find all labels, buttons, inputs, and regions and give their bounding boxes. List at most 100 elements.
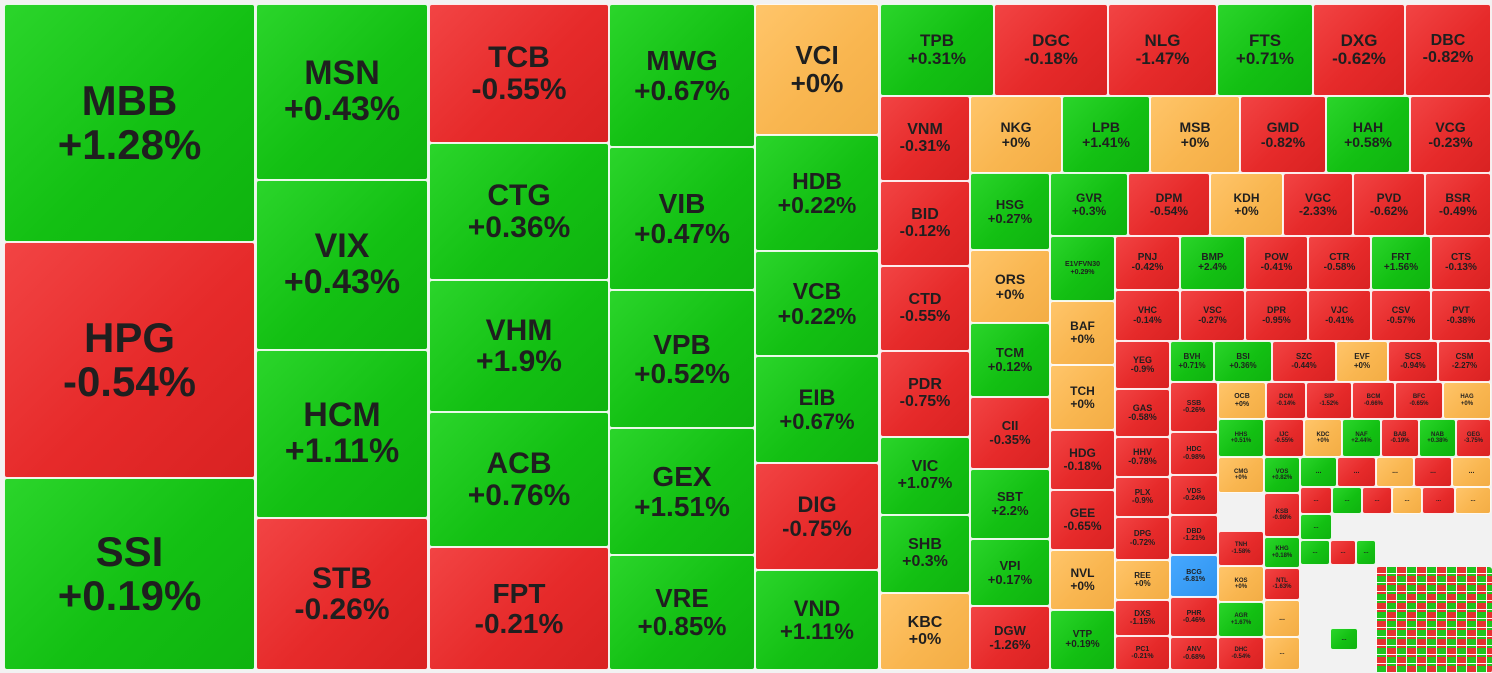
stock-tile-gvr[interactable]: GVR +0.3%	[1050, 173, 1128, 236]
stock-tile-ors[interactable]: ORS +0%	[970, 250, 1050, 323]
stock-tile-ctg[interactable]: CTG +0.36%	[429, 143, 609, 280]
stock-tile-baf[interactable]: BAF +0%	[1050, 301, 1115, 365]
stock-tile-small[interactable]: ...	[1332, 487, 1362, 514]
stock-tile-ntl[interactable]: NTL -1.63%	[1264, 568, 1300, 600]
stock-tile-small[interactable]: ...	[1414, 457, 1452, 487]
stock-tile-yeg[interactable]: YEG -0.9%	[1115, 341, 1170, 389]
stock-tile-csv[interactable]: CSV -0.57%	[1371, 290, 1431, 341]
stock-tile-hcm[interactable]: HCM +1.11%	[256, 350, 428, 518]
stock-tile-small[interactable]: ...	[1300, 540, 1330, 565]
stock-tile-bcm[interactable]: BCM -0.66%	[1352, 382, 1395, 419]
stock-tile-tpb[interactable]: TPB +0.31%	[880, 4, 994, 96]
stock-tile-nkg[interactable]: NKG +0%	[970, 96, 1062, 173]
stock-tile-dbd[interactable]: DBD -1.21%	[1170, 515, 1218, 555]
stock-tile-msn[interactable]: MSN +0.43%	[256, 4, 428, 180]
stock-tile-vib[interactable]: VIB +0.47%	[609, 147, 755, 290]
stock-tile-mbb[interactable]: MBB +1.28%	[4, 4, 255, 242]
stock-tile-naf[interactable]: NAF +2.44%	[1342, 419, 1381, 457]
stock-tile-small[interactable]: ...	[1300, 457, 1337, 487]
stock-tile-tcb[interactable]: TCB -0.55%	[429, 4, 609, 143]
stock-tile-cts[interactable]: CTS -0.13%	[1431, 236, 1491, 290]
stock-tile-pnj[interactable]: PNJ -0.42%	[1115, 236, 1180, 290]
stock-tile-tcm[interactable]: TCM +0.12%	[970, 323, 1050, 397]
stock-tile-stb[interactable]: STB -0.26%	[256, 518, 428, 670]
stock-tile-bab[interactable]: BAB -0.19%	[1381, 419, 1419, 457]
stock-tile-phr[interactable]: PHR -0.46%	[1170, 597, 1218, 637]
stock-tile-cii[interactable]: CII -0.35%	[970, 397, 1050, 469]
stock-tile-fts[interactable]: FTS +0.71%	[1217, 4, 1313, 96]
stock-tile-vsc[interactable]: VSC -0.27%	[1180, 290, 1245, 341]
stock-tile-gex[interactable]: GEX +1.51%	[609, 428, 755, 555]
stock-tile-small[interactable]: ...	[1330, 540, 1356, 565]
stock-tile-scs[interactable]: SCS -0.94%	[1388, 341, 1438, 382]
stock-tile-vcb[interactable]: VCB +0.22%	[755, 251, 879, 356]
stock-tile-vds[interactable]: VDS -0.24%	[1170, 475, 1218, 515]
stock-tile-ssi[interactable]: SSI +0.19%	[4, 478, 255, 670]
stock-tile-kdh[interactable]: KDH +0%	[1210, 173, 1283, 236]
stock-tile-hdc[interactable]: HDC -0.98%	[1170, 432, 1218, 475]
stock-tile-small[interactable]: ...	[1455, 487, 1491, 514]
stock-tile-vnd[interactable]: VND +1.11%	[755, 570, 879, 670]
stock-tile-gas[interactable]: GAS -0.58%	[1115, 389, 1170, 437]
stock-tile-vhm[interactable]: VHM +1.9%	[429, 280, 609, 412]
stock-tile-shb[interactable]: SHB +0.3%	[880, 515, 970, 593]
stock-tile-csm[interactable]: CSM -2.27%	[1438, 341, 1491, 382]
stock-tile-pc1[interactable]: PC1 -0.21%	[1115, 636, 1170, 670]
stock-tile-e1vfvn30[interactable]: E1VFVN30 +0.29%	[1050, 236, 1115, 301]
stock-tile-vix[interactable]: VIX +0.43%	[256, 180, 428, 350]
stock-tile-eib[interactable]: EIB +0.67%	[755, 356, 879, 463]
stock-tile-bsi[interactable]: BSI +0.36%	[1214, 341, 1272, 382]
stock-tile-hpg[interactable]: HPG -0.54%	[4, 242, 255, 478]
stock-tile-ssb[interactable]: SSB -0.26%	[1170, 382, 1218, 432]
stock-tile-small[interactable]: ...	[1392, 487, 1422, 514]
stock-tile-nvl[interactable]: NVL +0%	[1050, 550, 1115, 610]
stock-tile-kdc[interactable]: KDC +0%	[1304, 419, 1342, 457]
stock-tile-sbt[interactable]: SBT +2.2%	[970, 469, 1050, 539]
stock-tile-bcg[interactable]: BCG -6.81%	[1170, 555, 1218, 597]
stock-tile-khg[interactable]: KHG +0.18%	[1264, 537, 1300, 568]
stock-tile-pow[interactable]: POW -0.41%	[1245, 236, 1308, 290]
stock-tile-pvt[interactable]: PVT -0.38%	[1431, 290, 1491, 341]
stock-tile-small[interactable]: ...	[1300, 487, 1332, 514]
stock-tile-small[interactable]: ...	[1330, 628, 1358, 650]
stock-tile-dxs[interactable]: DXS -1.15%	[1115, 600, 1170, 636]
stock-tile-gee[interactable]: GEE -0.65%	[1050, 490, 1115, 550]
stock-tile-small[interactable]: ...	[1422, 487, 1455, 514]
stock-tile-plx[interactable]: PLX -0.9%	[1115, 477, 1170, 517]
stock-tile-vgc[interactable]: VGC -2.33%	[1283, 173, 1353, 236]
stock-tile-dpr[interactable]: DPR -0.95%	[1245, 290, 1308, 341]
stock-tile-gmd[interactable]: GMD -0.82%	[1240, 96, 1326, 173]
stock-tile-small[interactable]: ...	[1362, 487, 1392, 514]
stock-tile-vjc[interactable]: VJC -0.41%	[1308, 290, 1371, 341]
stock-tile-sip[interactable]: SIP -1.52%	[1306, 382, 1352, 419]
stock-tile-ksb[interactable]: KSB -0.98%	[1264, 493, 1300, 537]
stock-tile-vpb[interactable]: VPB +0.52%	[609, 290, 755, 428]
stock-tile-vos[interactable]: VOS +0.82%	[1264, 457, 1300, 493]
stock-tile-dhc[interactable]: DHC -0.54%	[1218, 637, 1264, 670]
stock-tile-szc[interactable]: SZC -0.44%	[1272, 341, 1336, 382]
stock-tile-ctr[interactable]: CTR -0.58%	[1308, 236, 1371, 290]
stock-tile-vic[interactable]: VIC +1.07%	[880, 437, 970, 515]
stock-tile-hdb[interactable]: HDB +0.22%	[755, 135, 879, 251]
stock-tile-fpt[interactable]: FPT -0.21%	[429, 547, 609, 670]
stock-tile-dxg[interactable]: DXG -0.62%	[1313, 4, 1405, 96]
stock-tile-bmp[interactable]: BMP +2.4%	[1180, 236, 1245, 290]
stock-tile-kbc[interactable]: KBC +0%	[880, 593, 970, 670]
stock-tile-tnh[interactable]: TNH -1.58%	[1218, 531, 1264, 566]
stock-tile-frt[interactable]: FRT +1.56%	[1371, 236, 1431, 290]
stock-tile-kos[interactable]: KOS +0%	[1218, 566, 1264, 602]
stock-tile-vnm[interactable]: VNM -0.31%	[880, 96, 970, 181]
stock-tile-tch[interactable]: TCH +0%	[1050, 365, 1115, 430]
stock-tile-small[interactable]: ...	[1356, 540, 1376, 565]
stock-tile-bid[interactable]: BID -0.12%	[880, 181, 970, 266]
stock-tile-dgc[interactable]: DGC -0.18%	[994, 4, 1108, 96]
stock-tile-msb[interactable]: MSB +0%	[1150, 96, 1240, 173]
stock-tile-vcg[interactable]: VCG -0.23%	[1410, 96, 1491, 173]
stock-tile-nlg[interactable]: NLG -1.47%	[1108, 4, 1217, 96]
stock-tile-cmg[interactable]: CMG +0%	[1218, 457, 1264, 493]
stock-tile-vtp[interactable]: VTP +0.19%	[1050, 610, 1115, 670]
stock-tile-vci[interactable]: VCI +0%	[755, 4, 879, 135]
stock-tile-vhc[interactable]: VHC -0.14%	[1115, 290, 1180, 341]
stock-tile-vre[interactable]: VRE +0.85%	[609, 555, 755, 670]
stock-tile-ctd[interactable]: CTD -0.55%	[880, 266, 970, 351]
